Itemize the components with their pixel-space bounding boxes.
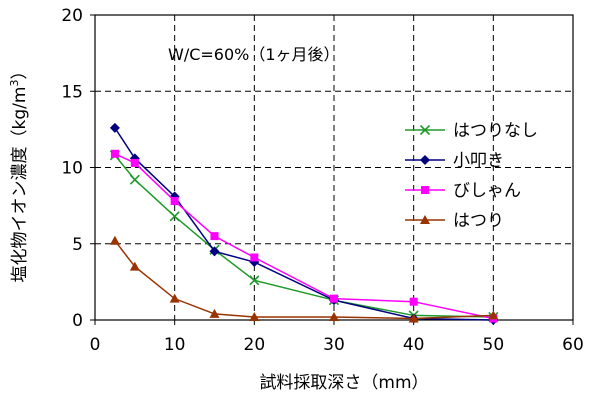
x-axis-title: 試料採取深さ（mm） <box>259 373 428 393</box>
series-line <box>114 127 494 321</box>
legend-item: はつり <box>405 211 504 231</box>
data-point <box>420 155 430 165</box>
legend-item: 小叩き <box>405 151 504 171</box>
data-point <box>421 186 429 194</box>
x-tick-label: 10 <box>164 335 186 355</box>
y-tick-label: 10 <box>61 159 83 179</box>
series-line <box>114 240 494 320</box>
data-point <box>249 311 260 321</box>
data-point <box>169 211 180 222</box>
legend-label: はつりなし <box>453 121 538 141</box>
series-line <box>114 153 494 320</box>
data-point <box>109 122 120 133</box>
data-point <box>329 311 339 321</box>
series-triangle <box>109 235 499 323</box>
data-point <box>129 261 140 271</box>
data-point <box>249 275 260 286</box>
data-point <box>169 293 180 303</box>
y-axis-title: 塩化物イオン濃度（kg/m3） <box>8 63 30 283</box>
series-diamond <box>109 122 499 325</box>
data-point <box>130 158 139 167</box>
x-tick-label: 20 <box>244 335 266 355</box>
legend-item: びしゃん <box>405 181 521 201</box>
x-tick-label: 40 <box>403 335 425 355</box>
legend-item: はつりなし <box>405 121 538 141</box>
y-tick-label: 20 <box>61 6 83 26</box>
data-point <box>409 297 418 306</box>
x-tick-label: 60 <box>562 335 584 355</box>
data-point <box>210 232 219 241</box>
data-point <box>129 174 140 185</box>
data-point <box>408 313 419 323</box>
y-axis-title-main: 塩化物イオン濃度（kg/m <box>10 87 30 283</box>
series-group <box>109 122 499 325</box>
series-square <box>110 149 498 323</box>
x-tick-label: 0 <box>90 335 101 355</box>
legend-label: はつり <box>453 211 504 231</box>
y-tick-label: 0 <box>72 311 83 331</box>
data-point <box>170 197 179 206</box>
y-tick-label: 15 <box>61 82 83 102</box>
axis-ticks: 0 10 20 30 40 50 60 0 5 10 15 20 <box>61 6 583 355</box>
y-tick-label: 5 <box>72 235 83 255</box>
data-point <box>110 149 119 158</box>
data-point <box>209 246 220 257</box>
legend-label: びしゃん <box>453 181 521 201</box>
data-point <box>209 308 220 318</box>
y-axis-title-superscript: 3 <box>8 80 21 87</box>
grid-lines <box>95 15 573 320</box>
data-point <box>109 235 120 245</box>
series-x <box>109 150 499 323</box>
data-point <box>250 253 259 262</box>
x-tick-label: 50 <box>483 335 505 355</box>
legend-label: 小叩き <box>453 151 504 171</box>
x-tick-label: 30 <box>323 335 345 355</box>
data-point <box>488 310 499 320</box>
data-point <box>419 124 431 136</box>
series-line <box>114 154 494 318</box>
condition-annotation: W/C=60%（1ヶ月後） <box>168 45 340 64</box>
y-axis-title-end: ） <box>10 63 30 80</box>
data-point <box>420 215 430 224</box>
data-point <box>330 294 338 303</box>
